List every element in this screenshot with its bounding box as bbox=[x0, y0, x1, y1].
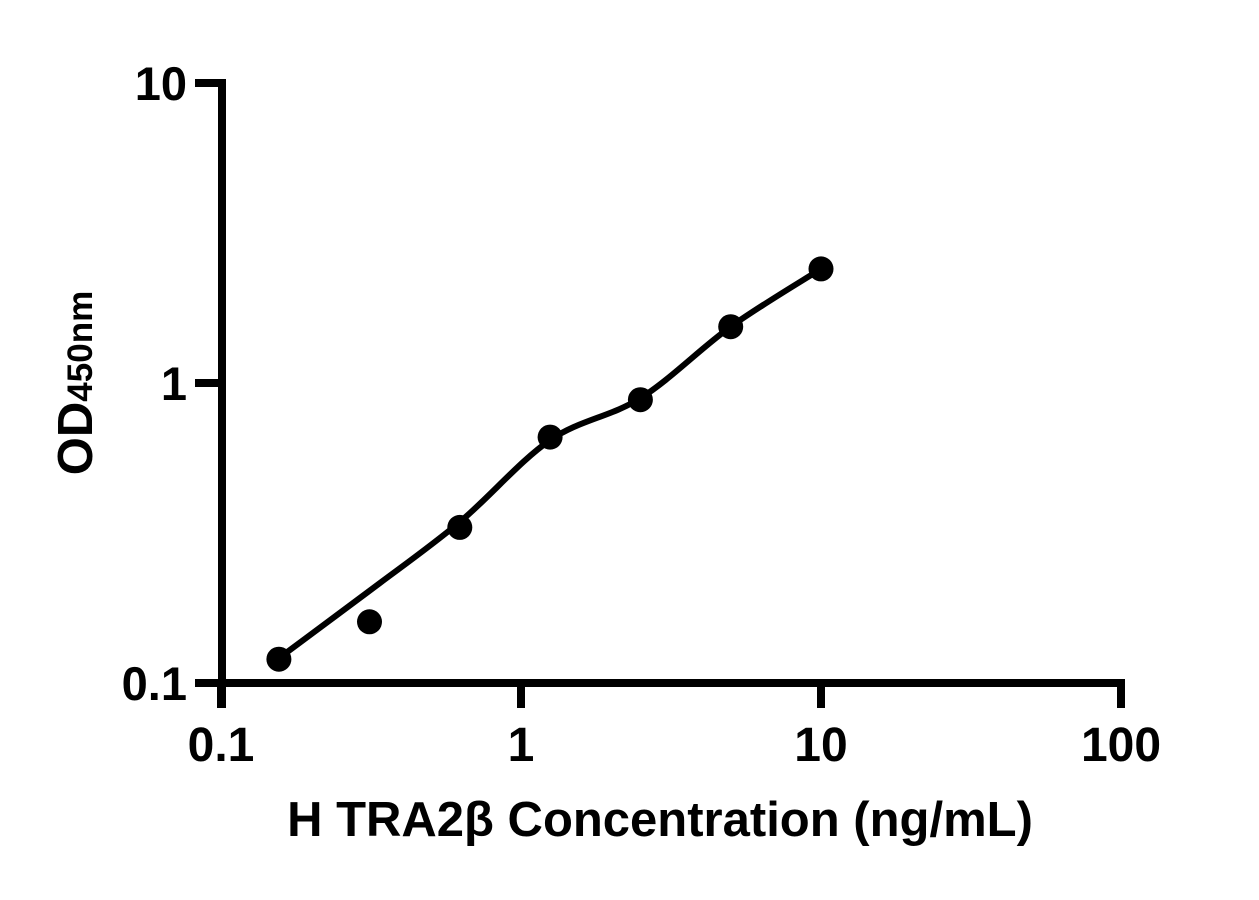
y-tick-label: 0.1 bbox=[122, 657, 187, 710]
data-point bbox=[808, 256, 834, 282]
data-point bbox=[447, 514, 473, 540]
y-tick-label: 10 bbox=[135, 57, 187, 110]
x-tick-label: 1 bbox=[508, 719, 535, 772]
axis-ticks bbox=[195, 79, 1125, 708]
data-point bbox=[627, 387, 653, 413]
x-tick-label: 10 bbox=[794, 719, 847, 772]
data-point bbox=[266, 646, 292, 672]
y-axis-title-sub: 450nm bbox=[61, 291, 100, 402]
y-axis-title: OD450nm bbox=[49, 291, 103, 475]
x-axis-title: H TRA2β Concentration (ng/mL) bbox=[287, 793, 1033, 847]
data-point bbox=[718, 314, 744, 340]
plot-area bbox=[266, 256, 834, 672]
axis-tick-labels: 0.1 1 10 100 10 1 0.1 bbox=[122, 57, 1161, 772]
x-tick-label: 0.1 bbox=[188, 719, 255, 772]
x-tick-label: 100 bbox=[1081, 719, 1161, 772]
y-tick-label: 1 bbox=[161, 357, 187, 410]
data-point bbox=[537, 424, 563, 450]
y-axis-title-main: OD bbox=[49, 402, 103, 476]
data-point bbox=[357, 609, 382, 635]
axes bbox=[195, 79, 1125, 708]
